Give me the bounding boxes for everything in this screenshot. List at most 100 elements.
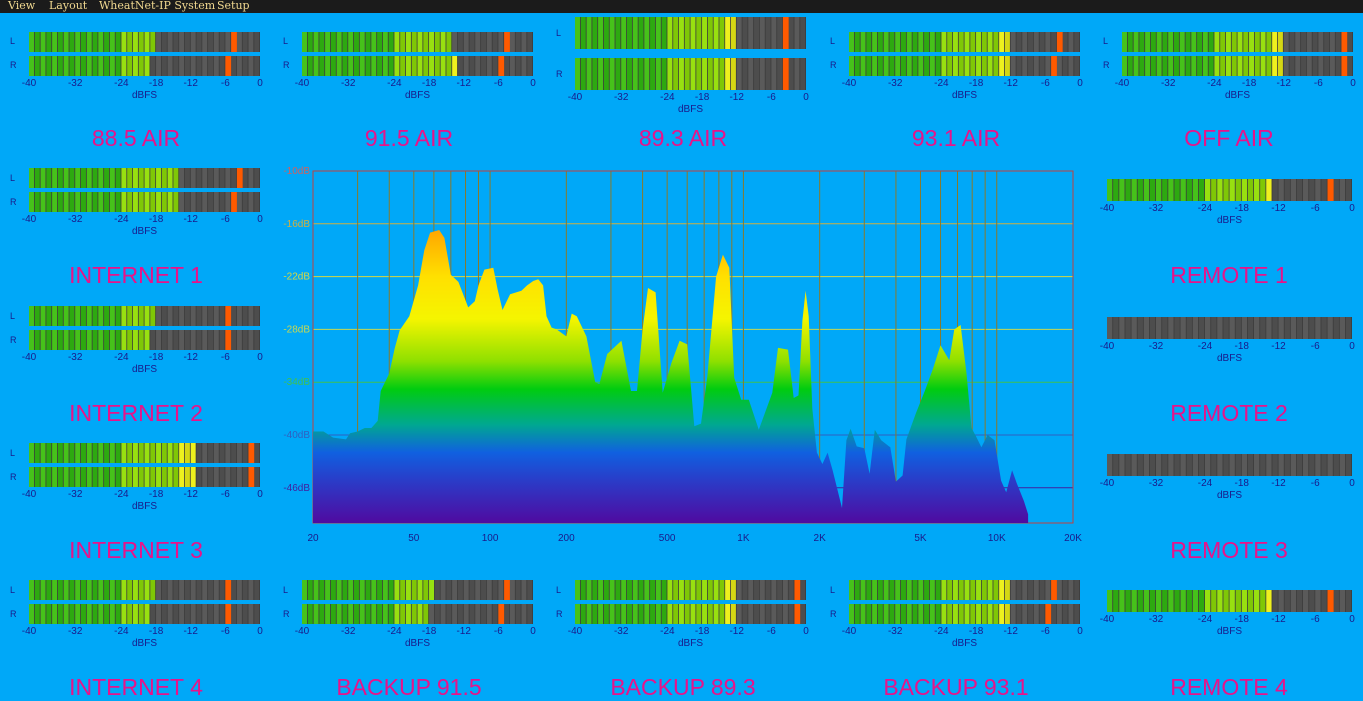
scale-tick-label: -12 [1271,614,1286,625]
channel-label-l: L [556,585,562,595]
scale-tick-label: -18 [148,489,164,500]
scale-tick-label: -6 [1310,203,1320,214]
meter-title[interactable]: 88.5 AIR [91,125,181,151]
scale-tick-label: -12 [1003,626,1018,637]
scale-tick-label: -32 [613,92,629,103]
scale-tick-label: -32 [67,214,83,225]
scale-tick-label: -18 [1241,78,1257,89]
right-channel-bar [1122,56,1353,76]
meter-title[interactable]: INTERNET 3 [69,537,203,563]
scale-tick-label: 0 [803,92,809,103]
scale-tick-label: -6 [220,352,230,363]
scale-tick-label: -6 [1310,478,1320,489]
meter-title[interactable]: OFF AIR [1184,125,1274,151]
meter-title[interactable]: REMOTE 4 [1170,674,1288,700]
scale-tick-label: -40 [1099,614,1115,625]
scale-tick-label: -12 [729,92,744,103]
meter-unit-label: dBFS [677,638,704,649]
menu-setup[interactable]: Setup [217,0,250,12]
scale-tick-label: -40 [1114,78,1130,89]
scale-tick-label: -18 [421,78,437,89]
scale-tick-label: -40 [567,92,583,103]
scale-tick-label: -24 [1207,78,1222,89]
meter-unit-label: dBFS [1216,353,1243,364]
scale-tick-label: -24 [114,214,129,225]
y-tick-label: -22dB [283,272,310,283]
meter-title[interactable]: BACKUP 93.1 [883,674,1029,700]
right-channel-bar [575,604,806,624]
scale-tick-label: 0 [1349,203,1355,214]
channel-label-l: L [556,28,562,38]
channel-label-l: L [10,173,16,183]
scale-tick-label: -40 [21,78,37,89]
x-tick-label: 200 [558,533,575,544]
y-tick-label: -16dB [283,219,310,230]
meter-title[interactable]: REMOTE 1 [1170,262,1288,288]
scale-tick-label: -6 [493,78,503,89]
scale-tick-label: -6 [220,78,230,89]
meter-title[interactable]: 89.3 AIR [638,125,728,151]
channel-label-l: L [830,36,836,46]
meter-title[interactable]: 91.5 AIR [364,125,454,151]
meter-title[interactable]: BACKUP 89.3 [610,674,756,700]
meter-title[interactable]: BACKUP 91.5 [336,674,482,700]
scale-tick-label: -6 [1310,614,1320,625]
scale-tick-label: -12 [1271,341,1286,352]
scale-tick-label: -40 [1099,478,1115,489]
scale-tick-label: -24 [1197,614,1213,625]
meter-title[interactable]: REMOTE 2 [1170,400,1288,426]
mono-channel-bar [1107,179,1352,201]
scale-tick-label: -6 [1313,78,1323,89]
scale-tick-label: -24 [660,626,675,637]
scale-tick-label: -32 [1148,614,1164,625]
meter-title[interactable]: INTERNET 4 [69,674,203,700]
meter-title[interactable]: INTERNET 2 [69,400,203,426]
meter-title[interactable]: 93.1 AIR [911,125,1001,151]
right-channel-bar [29,330,260,350]
channel-label-l: L [10,311,16,321]
scale-tick-label: -12 [456,78,471,89]
x-tick-label: 500 [659,533,676,544]
x-tick-label: 10K [988,533,1006,544]
scale-tick-label: -18 [148,626,164,637]
meter-unit-label: dBFS [1216,215,1243,226]
menu-view[interactable]: View [8,0,36,12]
channel-label-l: L [10,36,16,46]
scale-tick-label: -12 [456,626,471,637]
scale-tick-label: -18 [968,78,984,89]
left-channel-bar [29,306,260,326]
scale-tick-label: -40 [21,352,37,363]
meter-unit-label: dBFS [404,90,431,101]
scale-tick-label: -40 [294,78,310,89]
scale-tick-label: 0 [257,214,263,225]
right-channel-bar [302,56,533,76]
x-tick-label: 100 [482,533,499,544]
channel-label-l: L [830,585,836,595]
right-channel-bar [849,56,1080,76]
left-channel-bar [849,580,1080,600]
menu-wheatnet-ip-system[interactable]: WheatNet-IP System [99,0,216,12]
scale-tick-label: -12 [729,626,744,637]
scale-tick-label: -18 [148,214,164,225]
menu-layout[interactable]: Layout [49,0,88,12]
y-tick-label: -10dB [283,166,310,177]
scale-tick-label: -12 [1276,78,1291,89]
right-channel-bar [29,192,260,212]
scale-tick-label: -12 [1003,78,1018,89]
meter-unit-label: dBFS [131,364,158,375]
channel-label-r: R [10,197,17,207]
y-tick-label: -28dB [283,324,310,335]
scale-tick-label: 0 [1349,478,1355,489]
right-channel-bar [575,58,806,90]
left-channel-bar [29,168,260,188]
channel-label-r: R [10,60,17,70]
y-tick-label: -40dB [283,430,310,441]
meter-unit-label: dBFS [1216,490,1243,501]
scale-tick-label: -24 [1197,203,1213,214]
mono-channel-bar [1107,590,1352,612]
scale-tick-label: -40 [841,78,857,89]
scale-tick-label: 0 [257,489,263,500]
meter-title[interactable]: REMOTE 3 [1170,537,1288,563]
meter-title[interactable]: INTERNET 1 [69,262,203,288]
